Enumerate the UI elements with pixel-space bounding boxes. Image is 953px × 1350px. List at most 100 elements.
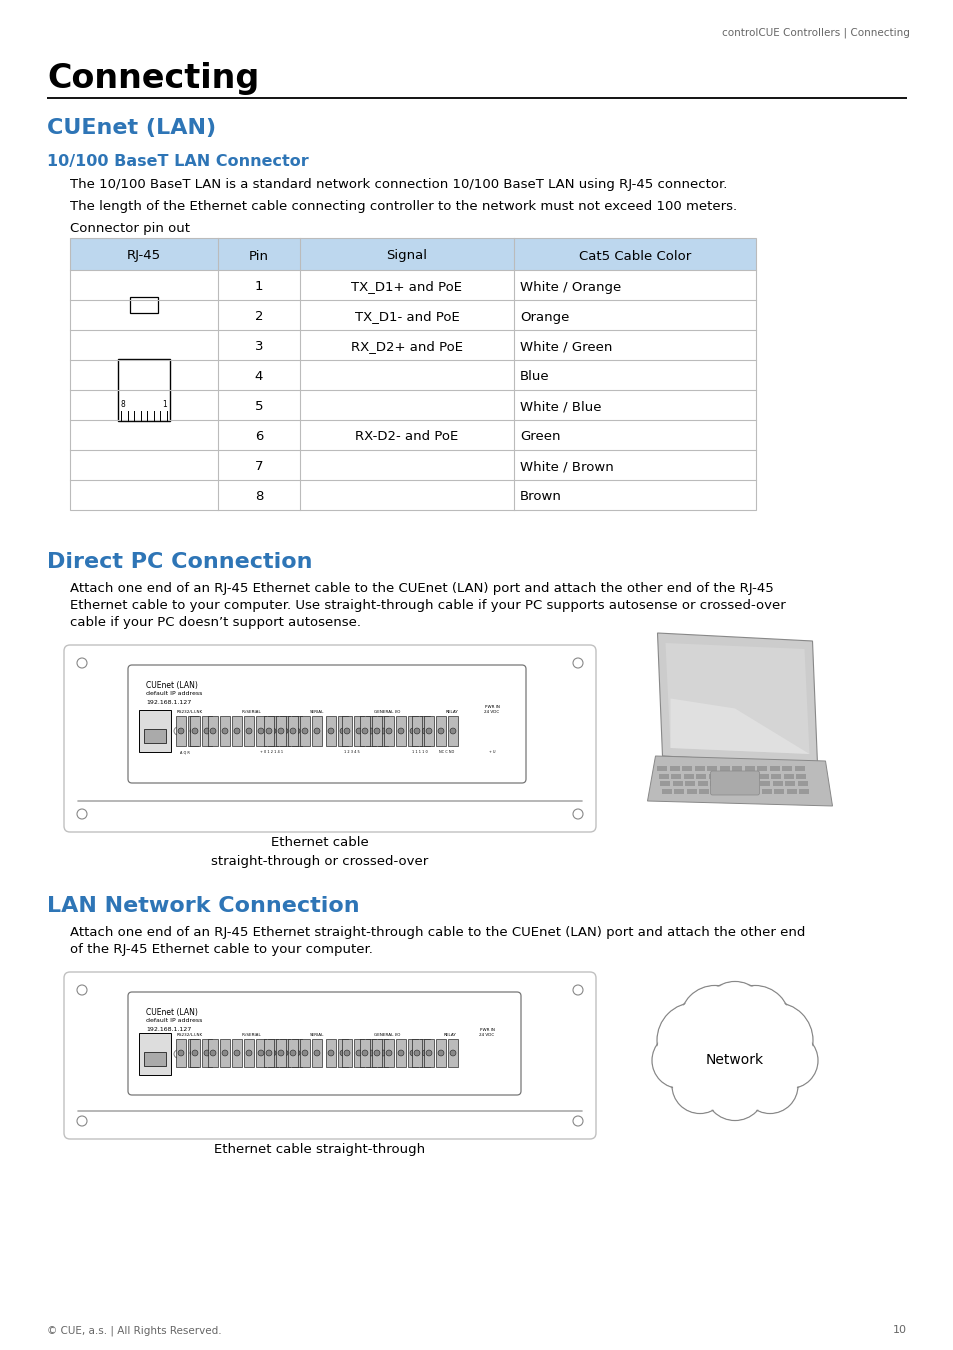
Text: Signal: Signal [386,250,427,262]
Circle shape [680,1002,788,1110]
Text: 3: 3 [254,340,263,354]
Text: Orange: Orange [519,310,569,324]
Polygon shape [647,756,832,806]
Text: 5: 5 [254,401,263,413]
Circle shape [270,1050,275,1056]
Circle shape [290,1050,295,1056]
Circle shape [204,1050,210,1056]
Bar [288,1040,297,1066]
Circle shape [204,728,210,734]
FancyBboxPatch shape [128,666,525,783]
FancyBboxPatch shape [139,710,171,752]
Circle shape [355,728,361,734]
Circle shape [651,1033,707,1088]
Text: Blue: Blue [519,370,549,383]
Bar [448,1040,457,1066]
Bar [436,1040,446,1066]
Text: Connector pin out: Connector pin out [70,221,190,235]
Bar [794,765,804,771]
Circle shape [386,1050,392,1056]
Bar [672,782,682,786]
Circle shape [361,1050,368,1056]
Circle shape [361,728,368,734]
Bar [275,1040,286,1066]
Bar [395,1040,406,1066]
Bar [797,782,807,786]
Bar [671,774,680,779]
Text: controlCUE Controllers | Connecting: controlCUE Controllers | Connecting [721,28,909,39]
Circle shape [737,1003,812,1079]
Text: White / Brown: White / Brown [519,460,613,474]
Bar [747,782,758,786]
Bar [188,1040,198,1066]
Circle shape [290,728,295,734]
Bar [208,716,218,747]
Bar [695,765,704,771]
Bar [299,1040,310,1066]
Bar [268,716,277,747]
Circle shape [679,1000,789,1111]
Circle shape [657,1003,732,1079]
Bar [781,765,792,771]
Bar [423,716,434,747]
Bar [733,774,743,779]
Text: 1: 1 [162,400,167,409]
Circle shape [386,728,392,734]
FancyBboxPatch shape [139,1033,171,1075]
Circle shape [437,1050,443,1056]
Text: White / Orange: White / Orange [519,281,620,293]
Text: 2: 2 [254,310,263,324]
Bar [774,788,783,794]
Bar [683,774,693,779]
Bar [761,788,771,794]
Circle shape [222,1050,228,1056]
Circle shape [397,728,403,734]
Bar [366,1040,375,1066]
Circle shape [210,728,215,734]
Circle shape [192,728,198,734]
Text: Connecting: Connecting [47,62,259,95]
Circle shape [652,1034,706,1088]
Bar [744,765,754,771]
Circle shape [742,1058,796,1112]
Bar [337,716,348,747]
Text: SERIAL: SERIAL [310,1033,324,1037]
Text: White / Green: White / Green [519,340,612,354]
Circle shape [246,728,252,734]
Bar [711,788,721,794]
Text: Attach one end of an RJ-45 Ethernet cable to the CUEnet (LAN) port and attach th: Attach one end of an RJ-45 Ethernet cabl… [70,582,773,595]
Bar [384,1040,394,1066]
Bar [292,716,302,747]
Text: RELAY: RELAY [445,710,458,714]
Bar [244,1040,253,1066]
Circle shape [277,728,284,734]
Bar [366,716,375,747]
Circle shape [421,728,428,734]
Text: + 0 1 2 1 4 1: + 0 1 2 1 4 1 [260,751,283,755]
Circle shape [672,1058,726,1112]
Text: 4: 4 [254,370,263,383]
Circle shape [270,728,275,734]
Bar [710,782,720,786]
Text: TX_D1+ and PoE: TX_D1+ and PoE [351,281,462,293]
Text: 8: 8 [121,400,126,409]
Bar [760,782,770,786]
Circle shape [257,728,264,734]
Text: White / Blue: White / Blue [519,401,601,413]
Bar [723,788,734,794]
Bar [735,782,744,786]
Bar [255,1040,266,1066]
Bar [757,765,767,771]
Text: The 10/100 BaseT LAN is a standard network connection 10/100 BaseT LAN using RJ-: The 10/100 BaseT LAN is a standard netwo… [70,178,726,190]
Text: PWR IN
24 VDC: PWR IN 24 VDC [478,1029,494,1037]
Text: IR/SERIAL: IR/SERIAL [242,710,262,714]
Bar [749,788,759,794]
Bar [118,359,170,421]
Bar [377,1040,388,1066]
Text: Brown: Brown [519,490,561,504]
Bar [669,765,679,771]
Text: IR/SERIAL: IR/SERIAL [242,1033,262,1037]
Bar [130,297,158,313]
Bar [341,1040,352,1066]
Circle shape [705,1061,763,1119]
